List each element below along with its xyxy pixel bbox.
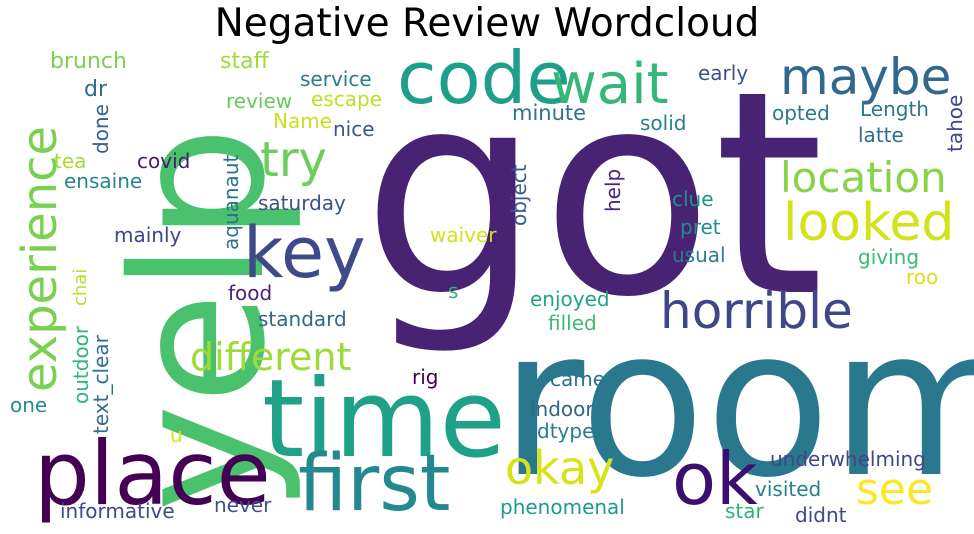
word-ok: ok [672, 437, 758, 521]
word-chai: chai [70, 269, 91, 306]
word-key: key [243, 212, 366, 294]
word-dr: dr [84, 77, 108, 102]
word-opted: opted [772, 101, 830, 125]
word-giving: giving [858, 245, 919, 269]
word-one: one [10, 393, 47, 417]
word-object: object [507, 164, 531, 226]
word-done: done [89, 104, 113, 154]
word-time: time [262, 357, 506, 482]
word-didnt: didnt [795, 503, 847, 527]
word-place: place [34, 422, 271, 525]
word-dtype: dtype [537, 419, 594, 443]
word-early: early [698, 61, 748, 85]
word-mainly: mainly [114, 223, 182, 247]
word-enjoyed: enjoyed [530, 287, 610, 311]
word-looked: looked [783, 193, 954, 253]
word-standard: standard [258, 307, 347, 331]
word-roo: roo [906, 265, 938, 289]
word-latte: latte [858, 123, 904, 147]
word-covid: covid [137, 149, 190, 173]
word-ensaine: ensaine [64, 169, 142, 193]
word-maybe: maybe [780, 48, 951, 106]
word-room: room [500, 285, 974, 523]
word-yelp: yelp [93, 126, 305, 512]
word-review: review [226, 89, 292, 113]
word-filled: filled [548, 311, 597, 335]
word-clue: clue [672, 187, 714, 211]
word-outdoor: outdoor [69, 325, 93, 404]
word-service: service [300, 67, 372, 91]
word-brunch: brunch [50, 49, 127, 74]
word-name: Name [273, 109, 332, 133]
word-got: got [362, 30, 824, 359]
word-escape: escape [311, 87, 382, 111]
word-pret: pret [680, 215, 721, 239]
word-different: different [190, 335, 351, 379]
word-tea: tea [54, 149, 86, 173]
word-phenomenal: phenomenal [500, 495, 625, 519]
word-never: never [214, 493, 272, 517]
word-saturday: saturday [258, 191, 346, 215]
word-waiver: waiver [430, 223, 497, 247]
word-underwhelming: underwhelming [770, 447, 926, 471]
word-experience: experience [12, 126, 68, 392]
chart-title: Negative Review Wordcloud [214, 1, 760, 46]
word-text-clear: text_clear [89, 334, 113, 434]
word-minute: minute [512, 101, 586, 125]
word-s: s [448, 279, 458, 303]
word-try: try [260, 132, 327, 188]
word-star: star [725, 499, 765, 523]
word-rig: rig [412, 365, 438, 389]
word-food: food [228, 281, 272, 305]
word-tahoe: tahoe [943, 95, 967, 152]
word-solid: solid [640, 111, 686, 135]
word-help: help [601, 169, 625, 212]
word-first: first [298, 439, 450, 529]
word-okay: okay [505, 441, 614, 495]
word-nice: nice [333, 117, 375, 141]
word-came: came [550, 367, 605, 391]
word-u: u [170, 423, 183, 447]
word-horrible: horrible [660, 282, 853, 340]
word-usual: usual [672, 243, 726, 267]
word-location: location [780, 153, 947, 202]
word-staff: staff [220, 49, 270, 74]
word-aquanaut: aquanaut [219, 155, 243, 250]
word-length: Length [860, 97, 929, 121]
word-wait: wait [551, 52, 669, 117]
word-informative: informative [60, 499, 175, 523]
word-see: see [856, 464, 933, 515]
word-indoor: indoor [530, 397, 594, 421]
word-code: code [397, 36, 571, 120]
word-visited: visited [755, 477, 821, 501]
